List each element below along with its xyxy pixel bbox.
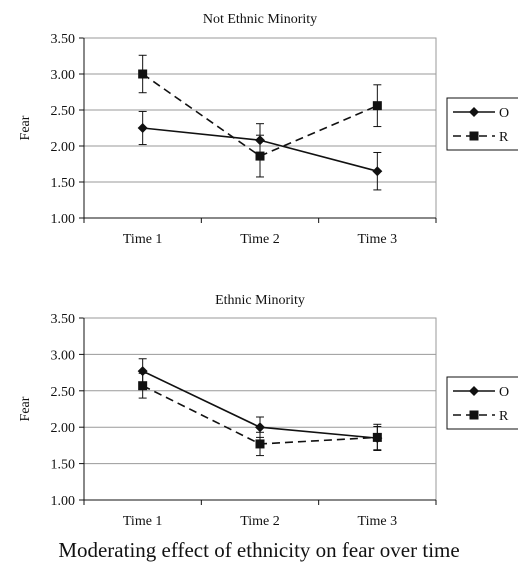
chart-title: Ethnic Minority	[215, 293, 305, 308]
y-tick-label: 1.50	[51, 176, 76, 191]
legend-label: R	[499, 130, 509, 145]
x-tick-label: Time 3	[358, 232, 398, 247]
data-point	[138, 381, 148, 391]
data-point	[372, 101, 382, 111]
series-O	[137, 110, 383, 191]
x-tick-label: Time 1	[123, 232, 163, 247]
data-point	[372, 166, 383, 177]
legend-swatch-marker	[469, 410, 479, 420]
data-point	[372, 432, 382, 442]
y-tick-label: 3.50	[51, 32, 76, 47]
y-tick-label: 1.50	[51, 458, 76, 473]
y-axis-label: Fear	[18, 115, 33, 140]
figure-caption: Moderating effect of ethnicity on fear o…	[58, 538, 460, 562]
x-tick-label: Time 1	[123, 514, 163, 529]
series-R	[138, 54, 382, 178]
y-tick-label: 2.50	[51, 104, 76, 119]
chart-panel: Not Ethnic Minority 1.00 1.50 2.00 2.50 3.00 3…	[18, 12, 518, 247]
data-point	[255, 422, 265, 433]
plot-area	[83, 317, 437, 501]
legend-swatch-marker	[469, 131, 479, 141]
y-tick-label: 3.00	[51, 348, 76, 363]
legend: OR	[446, 97, 518, 151]
data-point	[137, 123, 148, 133]
y-tick-label: 3.00	[51, 68, 76, 83]
x-tick-label: Time 2	[240, 232, 280, 247]
data-point	[255, 151, 265, 161]
legend-label: O	[499, 106, 509, 121]
legend-swatch-marker	[469, 386, 479, 396]
y-axis-label: Fear	[18, 396, 33, 421]
legend: OR	[446, 376, 518, 430]
data-point	[255, 439, 265, 449]
y-tick-label: 2.00	[51, 140, 76, 155]
y-tick-label: 1.00	[51, 494, 76, 509]
y-tick-label: 3.50	[51, 312, 76, 327]
y-tick-label: 2.50	[51, 385, 76, 400]
legend-box	[446, 376, 518, 430]
legend-label: O	[499, 385, 509, 400]
legend-swatch-marker	[469, 107, 479, 117]
chart-title: Not Ethnic Minority	[203, 12, 317, 27]
legend-label: R	[499, 409, 509, 424]
chart-panel: Ethnic Minority 1.00 1.50 2.00 2.50 3.00 3.50 T…	[18, 293, 518, 529]
x-tick-label: Time 2	[240, 514, 280, 529]
y-tick-label: 2.00	[51, 421, 76, 436]
data-point	[138, 69, 148, 79]
x-tick-label: Time 3	[358, 514, 398, 529]
legend-box	[446, 97, 518, 151]
y-tick-label: 1.00	[51, 212, 76, 227]
series-R	[138, 372, 382, 457]
